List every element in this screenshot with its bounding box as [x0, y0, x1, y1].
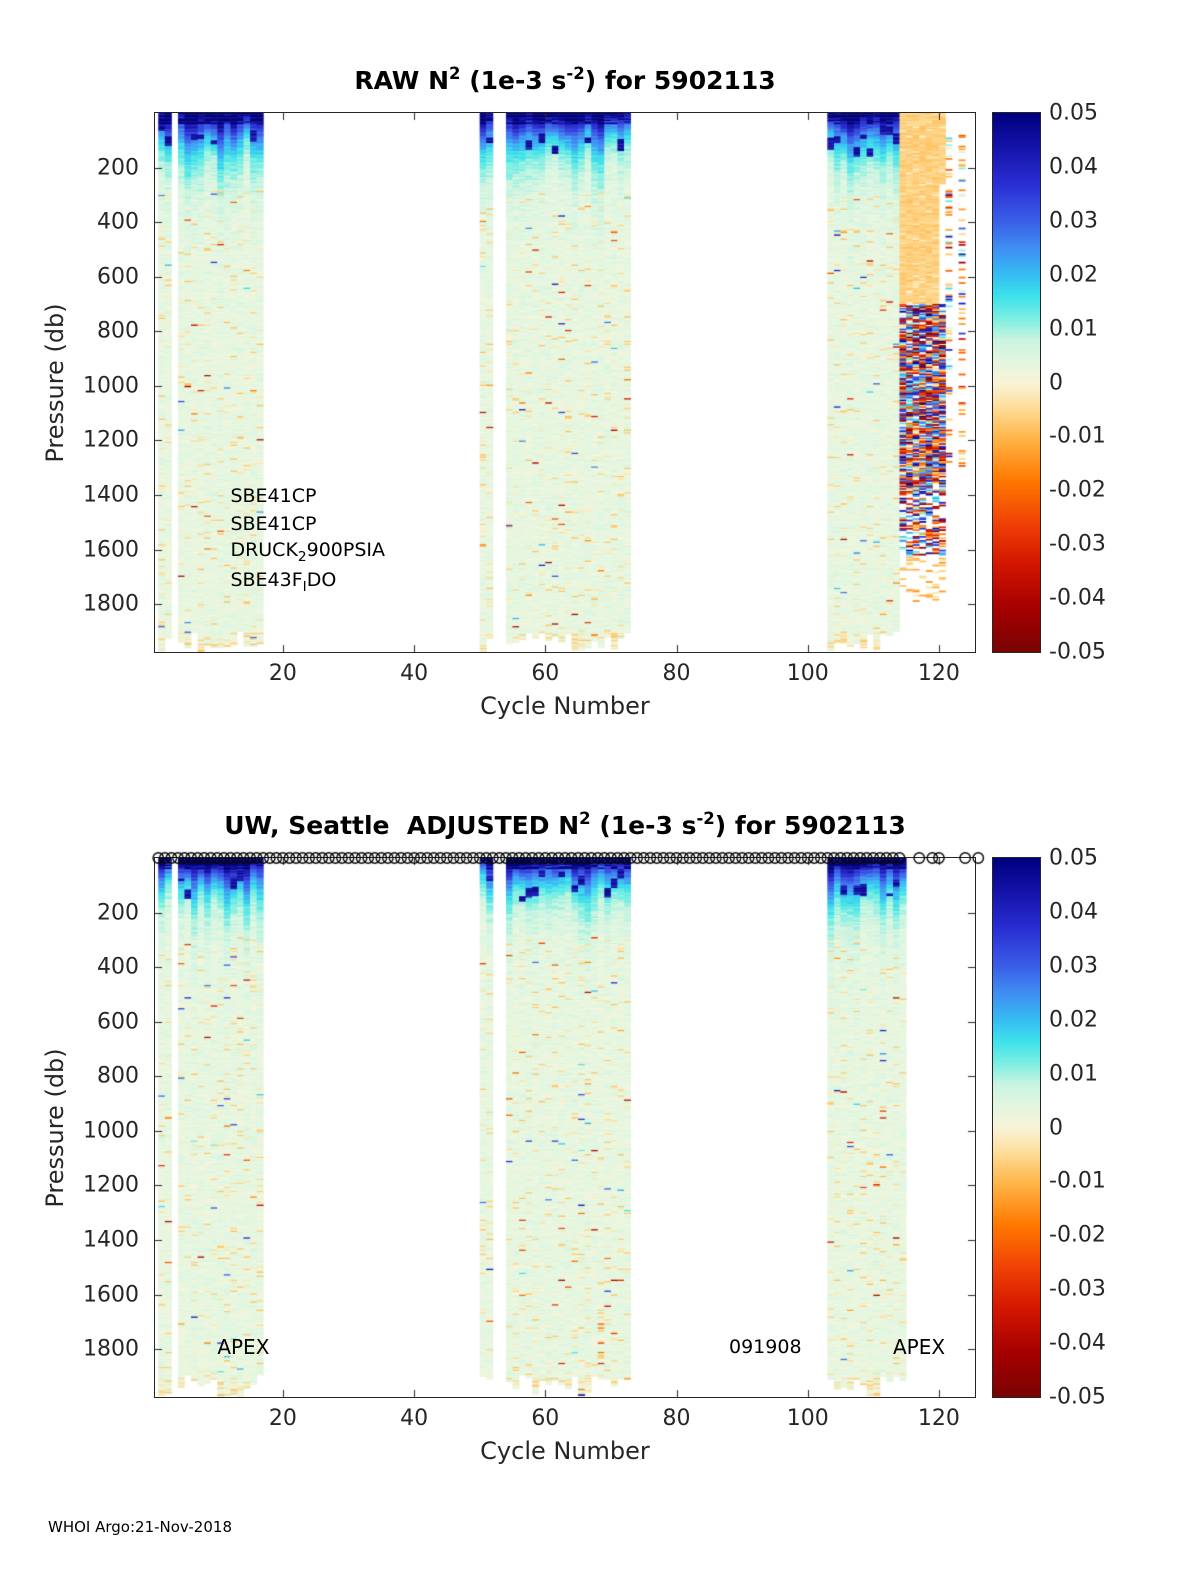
colorbar-tick-label: 0.02 — [1049, 1007, 1098, 1033]
annotation-part: SBE41CP — [230, 485, 317, 508]
x-tick-label: 20 — [268, 1406, 297, 1431]
x-tick-label: 100 — [786, 1406, 829, 1431]
annotation-text: APEX — [893, 1335, 945, 1359]
annotation-part: 900PSIA — [306, 539, 385, 562]
colorbar-tick-label: 0.04 — [1049, 899, 1098, 925]
colorbar-tick-label: 0.04 — [1049, 154, 1098, 180]
y-tick-label: 1000 — [83, 1118, 139, 1144]
annotation-part: 2 — [297, 549, 307, 566]
title-text: ) for 5902113 — [714, 811, 906, 840]
cycle-marker-circles — [140, 845, 990, 871]
y-tick-label: 1600 — [83, 537, 139, 563]
annotation-part: APEX — [893, 1334, 946, 1359]
y-tick-label: 1400 — [83, 482, 139, 508]
annotation-text: SBE41CP — [230, 485, 316, 507]
raw-x-axis-label: Cycle Number — [480, 692, 650, 720]
raw-colorbar — [992, 112, 1041, 653]
annotation-part: SBE41CP — [230, 512, 317, 535]
adjusted-x-axis-label: Cycle Number — [480, 1437, 650, 1465]
y-tick-label: 1200 — [83, 1172, 139, 1198]
x-tick-label: 80 — [662, 1406, 691, 1431]
annotation-text: SBE43FIDO — [230, 569, 337, 595]
y-tick-label: 1000 — [83, 373, 139, 399]
annotation-part: SBE43F — [230, 569, 303, 592]
annotation-text: SBE41CP — [230, 513, 316, 535]
colorbar-tick-label: 0.02 — [1049, 262, 1098, 288]
colorbar-tick-label: -0.05 — [1049, 639, 1106, 665]
colorbar-tick-label: 0.01 — [1049, 1061, 1098, 1087]
title-superscript: 2 — [579, 809, 591, 829]
annotation-text: DRUCK2900PSIA — [230, 539, 385, 565]
y-tick-label: 200 — [97, 155, 139, 181]
raw-panel-title: RAW N2 (1e-3 s-2) for 5902113 — [155, 64, 975, 95]
x-tick-label: 120 — [917, 661, 960, 686]
annotation-part: I — [302, 579, 307, 595]
x-tick-label: 120 — [917, 1406, 960, 1431]
colorbar-tick-label: 0.03 — [1049, 208, 1098, 234]
annotation-part: APEX — [217, 1334, 270, 1359]
adjusted-colorbar-canvas — [993, 858, 1040, 1397]
title-text: (1e-3 s — [590, 811, 697, 840]
y-tick-label: 1800 — [83, 591, 139, 617]
annotation-part: 091908 — [729, 1335, 802, 1358]
annotation-part: DO — [306, 569, 337, 592]
colorbar-tick-label: 0 — [1049, 1115, 1063, 1140]
title-text: ) for 5902113 — [584, 66, 776, 95]
annotation-text: APEX — [217, 1335, 269, 1359]
x-tick-label: 60 — [531, 661, 560, 686]
title-text: RAW N — [354, 66, 450, 95]
adjusted-colorbar — [992, 857, 1041, 1398]
y-tick-label: 800 — [97, 1063, 139, 1089]
y-tick-label: 1600 — [83, 1282, 139, 1308]
adjusted-panel-title: UW, Seattle ADJUSTED N2 (1e-3 s-2) for 5… — [155, 809, 975, 840]
footer-credit: WHOI Argo:21-Nov-2018 — [48, 1518, 232, 1536]
x-tick-label: 20 — [268, 661, 297, 686]
colorbar-tick-label: 0 — [1049, 370, 1063, 395]
adjusted-heatmap-canvas — [155, 858, 975, 1397]
colorbar-tick-label: -0.04 — [1049, 1330, 1106, 1356]
x-tick-label: 100 — [786, 661, 829, 686]
colorbar-tick-label: -0.02 — [1049, 1222, 1106, 1248]
colorbar-tick-label: -0.04 — [1049, 585, 1106, 611]
y-tick-label: 1800 — [83, 1336, 139, 1362]
x-tick-label: 80 — [662, 661, 691, 686]
raw-heatmap-plot — [154, 112, 976, 653]
raw-colorbar-canvas — [993, 113, 1040, 652]
colorbar-tick-label: 0.05 — [1049, 100, 1098, 126]
colorbar-tick-label: -0.03 — [1049, 531, 1106, 557]
colorbar-tick-label: -0.05 — [1049, 1384, 1106, 1410]
adjusted-y-axis-label: Pressure (db) — [41, 1047, 69, 1208]
title-superscript: -2 — [566, 64, 585, 84]
y-tick-label: 600 — [97, 264, 139, 290]
title-superscript: -2 — [696, 809, 715, 829]
colorbar-tick-label: -0.01 — [1049, 1168, 1106, 1194]
y-tick-label: 1400 — [83, 1227, 139, 1253]
y-tick-label: 600 — [97, 1009, 139, 1035]
title-text: (1e-3 s — [460, 66, 567, 95]
colorbar-tick-label: 0.05 — [1049, 845, 1098, 871]
annotation-part: DRUCK — [230, 539, 298, 562]
title-text: UW, Seattle ADJUSTED N — [224, 811, 580, 840]
x-tick-label: 40 — [400, 1406, 429, 1431]
y-tick-label: 1200 — [83, 427, 139, 453]
annotation-text: 091908 — [729, 1336, 802, 1358]
y-tick-label: 400 — [97, 954, 139, 980]
y-tick-label: 800 — [97, 318, 139, 344]
adjusted-heatmap-plot — [154, 857, 976, 1398]
title-superscript: 2 — [449, 64, 461, 84]
x-tick-label: 60 — [531, 1406, 560, 1431]
y-tick-label: 400 — [97, 209, 139, 235]
colorbar-tick-label: -0.03 — [1049, 1276, 1106, 1302]
x-tick-label: 40 — [400, 661, 429, 686]
colorbar-tick-label: -0.01 — [1049, 423, 1106, 449]
colorbar-tick-label: 0.03 — [1049, 953, 1098, 979]
colorbar-tick-label: -0.02 — [1049, 477, 1106, 503]
y-tick-label: 200 — [97, 900, 139, 926]
raw-y-axis-label: Pressure (db) — [41, 302, 69, 463]
colorbar-tick-label: 0.01 — [1049, 316, 1098, 342]
raw-heatmap-canvas — [155, 113, 975, 652]
